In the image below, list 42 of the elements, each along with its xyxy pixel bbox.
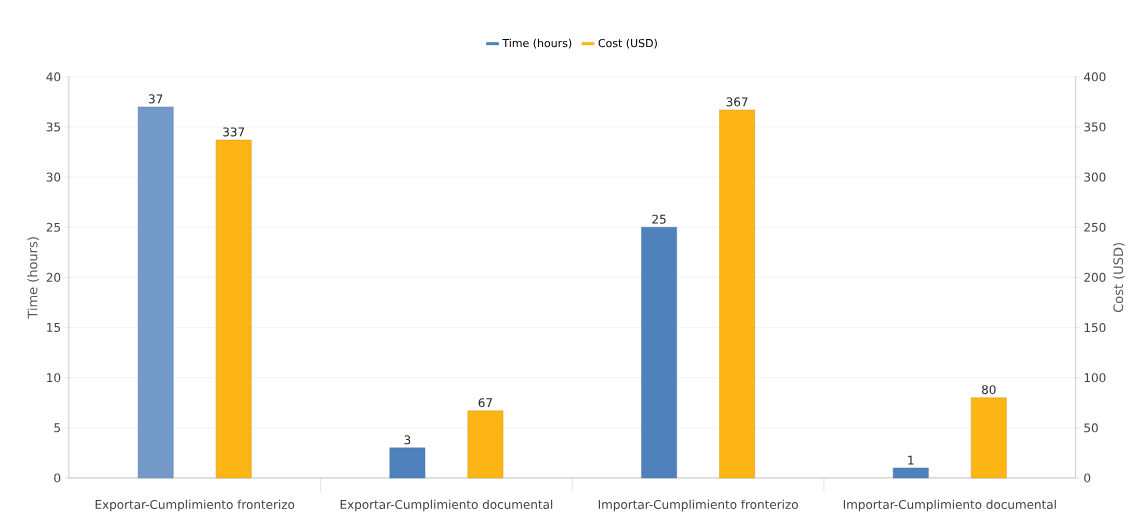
bar	[137, 106, 174, 479]
bar	[467, 410, 504, 479]
data-label: 337	[223, 127, 245, 137]
bar	[389, 447, 426, 479]
x-tick-label: Importar-Cumplimiento documental	[843, 499, 1056, 512]
y-tick-label: 0	[54, 473, 61, 483]
data-label: 25	[652, 214, 666, 224]
y2-tick-label: 150	[1084, 323, 1106, 333]
data-label: 3	[404, 435, 411, 445]
data-label: 67	[478, 398, 492, 408]
y-tick-label: 5	[54, 423, 61, 433]
y-axis-title: Time (hours)	[27, 237, 39, 319]
bar	[641, 227, 677, 479]
y-tick-label: 15	[47, 323, 61, 333]
y2-tick-label: 350	[1084, 122, 1106, 132]
legend-label: Cost (USD)	[598, 38, 657, 49]
y-tick-label: 35	[46, 122, 61, 132]
data-label: 37	[148, 94, 163, 104]
x-tick-label: Exportar-Cumplimiento fronterizo	[95, 499, 295, 512]
bar	[719, 109, 755, 479]
y-tick-label: 25	[46, 222, 61, 232]
bar	[892, 467, 929, 479]
y2-tick-label: 400	[1084, 72, 1106, 82]
bar	[215, 139, 252, 479]
y2-tick-label: 300	[1084, 172, 1106, 182]
y-tick-label: 30	[46, 172, 61, 182]
x-tick-label: Importar-Cumplimiento fronterizo	[598, 499, 798, 512]
y2-tick-label: 100	[1084, 373, 1106, 383]
y2-axis-title: Cost (USD)	[1113, 243, 1125, 313]
data-label: 80	[982, 385, 996, 395]
y2-tick-label: 250	[1084, 222, 1106, 232]
x-tick-label: Exportar-Cumplimiento documental	[340, 499, 553, 512]
data-label: 1	[908, 455, 914, 465]
y-tick-label: 10	[47, 373, 61, 383]
y2-tick-label: 50	[1084, 423, 1098, 433]
legend-label: Time (hours)	[502, 38, 572, 49]
data-label: 367	[726, 97, 748, 107]
y-tick-label: 40	[46, 72, 61, 82]
y2-tick-label: 200	[1084, 272, 1106, 282]
y-tick-label: 20	[46, 272, 61, 282]
bar	[970, 397, 1007, 479]
y2-tick-label: 0	[1084, 473, 1091, 483]
